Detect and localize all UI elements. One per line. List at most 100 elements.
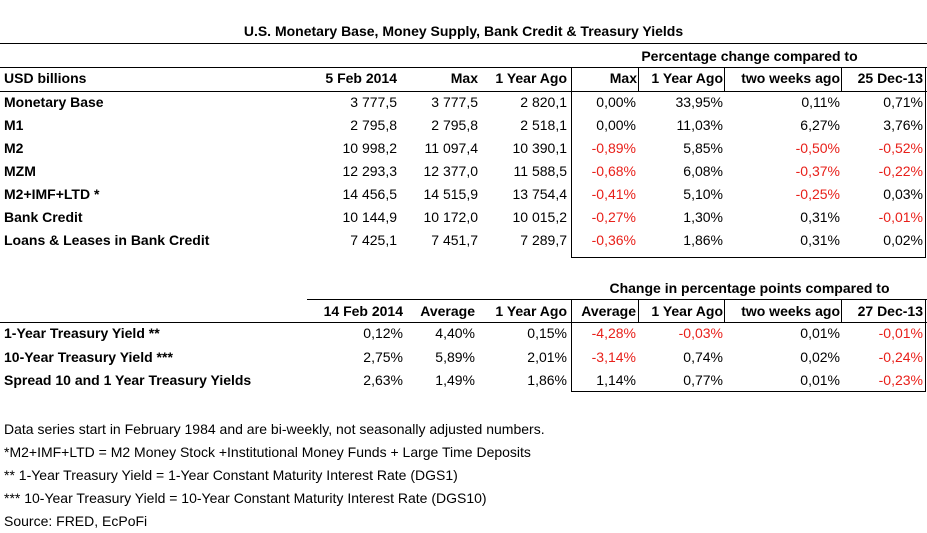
yields-col-date: 14 Feb 2014	[323, 303, 403, 319]
table-cell-p3: 0,31%	[800, 209, 840, 225]
source-line: Source: FRED, EcPoFi	[4, 513, 148, 529]
table-cell-c2: 7 451,7	[431, 232, 478, 248]
table-cell-c2: 11 097,4	[424, 140, 478, 156]
table-cell-p1: -0,36%	[591, 232, 636, 248]
money-pct-right-border	[925, 67, 926, 258]
money-col-max: Max	[450, 70, 478, 86]
money-group-header: Percentage change compared to	[641, 48, 858, 64]
yields-pp-left-border	[571, 299, 572, 392]
money-header-top-rule	[0, 67, 927, 68]
yields-col-pp-two-weeks: two weeks ago	[741, 303, 840, 319]
table-cell-p4: -0,01%	[878, 325, 923, 341]
money-col-label: USD billions	[4, 70, 87, 86]
table-cell-p4: -0,23%	[878, 372, 923, 388]
table-cell-p4: -0,52%	[878, 140, 923, 156]
table-cell-c3: 1,86%	[527, 372, 567, 388]
footnote-line: Data series start in February 1984 and a…	[4, 421, 545, 437]
footnote-line: *** 10-Year Treasury Yield = 10-Year Con…	[4, 490, 487, 506]
table-cell-p1: 1,14%	[596, 372, 636, 388]
row-label: M2+IMF+LTD *	[4, 186, 100, 202]
table-cell-c2: 2 795,8	[431, 117, 478, 133]
yields-pp-bottom-border	[571, 391, 926, 392]
money-col-pct-max: Max	[609, 70, 637, 86]
table-cell-p2: 33,95%	[675, 94, 723, 110]
money-col-pct-year-ago: 1 Year Ago	[651, 70, 723, 86]
table-cell-c2: 10 172,0	[423, 209, 479, 225]
table-cell-p3: 0,02%	[800, 348, 840, 365]
table-cell-c3: 2 518,1	[520, 117, 567, 133]
yields-pp-right-border	[925, 299, 926, 392]
table-cell-c1: 2,75%	[363, 348, 403, 365]
yields-col-pp-dec: 27 Dec-13	[857, 303, 923, 319]
table-cell-c3: 10 015,2	[512, 209, 568, 225]
yields-hdr-divider	[724, 299, 725, 322]
table-cell-c1: 10 998,2	[342, 140, 398, 156]
table-cell-p2: 0,74%	[683, 348, 723, 365]
table-cell-c1: 2,63%	[363, 372, 403, 388]
footnotes: Data series start in February 1984 and a…	[4, 418, 545, 533]
table-cell-p3: 0,01%	[800, 372, 840, 388]
table-cell-p3: -0,37%	[795, 163, 840, 179]
money-pct-bottom-border	[571, 257, 926, 258]
table-cell-c3: 10 390,1	[512, 140, 568, 156]
table-cell-c1: 0,12%	[363, 325, 403, 341]
table-cell-c2: 4,40%	[435, 325, 475, 341]
yields-hdr-divider	[841, 299, 842, 322]
table-cell-p1: 0,00%	[596, 94, 636, 110]
table-cell-p4: 0,02%	[883, 232, 923, 248]
yields-group-header: Change in percentage points compared to	[609, 280, 890, 296]
row-label: M2	[4, 140, 24, 156]
table-cell-p3: 0,01%	[800, 325, 840, 341]
table-cell-c3: 2 820,1	[520, 94, 567, 110]
table-cell-p3: 0,11%	[801, 94, 840, 110]
table-cell-p1: -0,89%	[591, 140, 636, 156]
yields-hdr-divider	[638, 299, 639, 322]
table-cell-c3: 2,01%	[527, 348, 567, 365]
row-label: 10-Year Treasury Yield ***	[4, 348, 173, 365]
table-cell-p2: 11,03%	[676, 117, 723, 133]
table-cell-c3: 13 754,4	[512, 186, 568, 202]
yields-col-year-ago: 1 Year Ago	[495, 303, 567, 319]
money-col-date: 5 Feb 2014	[325, 70, 397, 86]
yields-header-top-rule	[307, 299, 927, 300]
table-cell-p1: -3,14%	[591, 348, 636, 365]
money-pct-left-border	[571, 67, 572, 258]
table-cell-c2: 14 515,9	[423, 186, 479, 202]
table-cell-p1: 0,00%	[596, 117, 636, 133]
table-cell-c1: 2 795,8	[350, 117, 397, 133]
table-cell-p1: -0,27%	[591, 209, 636, 225]
table-cell-p2: 5,85%	[683, 140, 723, 156]
table-cell-c1: 7 425,1	[350, 232, 397, 248]
table-cell-p1: -0,41%	[591, 186, 636, 202]
table-cell-p3: -0,25%	[795, 186, 840, 202]
row-label: Bank Credit	[4, 209, 83, 225]
row-label: Spread 10 and 1 Year Treasury Yields	[4, 372, 252, 388]
row-label: 1-Year Treasury Yield **	[4, 325, 160, 341]
table-cell-c3: 0,15%	[527, 325, 567, 341]
table-cell-p2: 1,30%	[683, 209, 723, 225]
table-cell-p4: 0,71%	[883, 94, 923, 110]
row-label: M1	[4, 117, 24, 133]
table-cell-c2: 1,49%	[435, 372, 475, 388]
row-label: Monetary Base	[4, 94, 104, 110]
table-cell-c1: 3 777,5	[350, 94, 397, 110]
table-cell-c1: 14 456,5	[342, 186, 398, 202]
money-col-year-ago: 1 Year Ago	[495, 70, 567, 86]
money-col-pct-two-weeks: two weeks ago	[741, 70, 840, 86]
yields-col-pp-year-ago: 1 Year Ago	[651, 303, 723, 319]
money-hdr-divider	[841, 67, 842, 91]
money-hdr-divider	[638, 67, 639, 91]
table-cell-c1: 12 293,3	[342, 163, 398, 179]
table-cell-p2: 1,86%	[683, 232, 723, 248]
table-cell-p3: 0,31%	[800, 232, 840, 248]
table-cell-p4: 0,03%	[883, 186, 923, 202]
table-cell-p3: -0,50%	[795, 140, 840, 156]
table-cell-c2: 5,89%	[435, 348, 475, 365]
yields-col-average: Average	[420, 303, 475, 319]
table-cell-p4: -0,22%	[878, 163, 923, 179]
table-cell-p2: 5,10%	[683, 186, 723, 202]
money-hdr-divider	[724, 67, 725, 91]
row-label: Loans & Leases in Bank Credit	[4, 232, 210, 248]
footnote-line: *M2+IMF+LTD = M2 Money Stock +Institutio…	[4, 444, 531, 460]
page-title: U.S. Monetary Base, Money Supply, Bank C…	[243, 23, 684, 39]
